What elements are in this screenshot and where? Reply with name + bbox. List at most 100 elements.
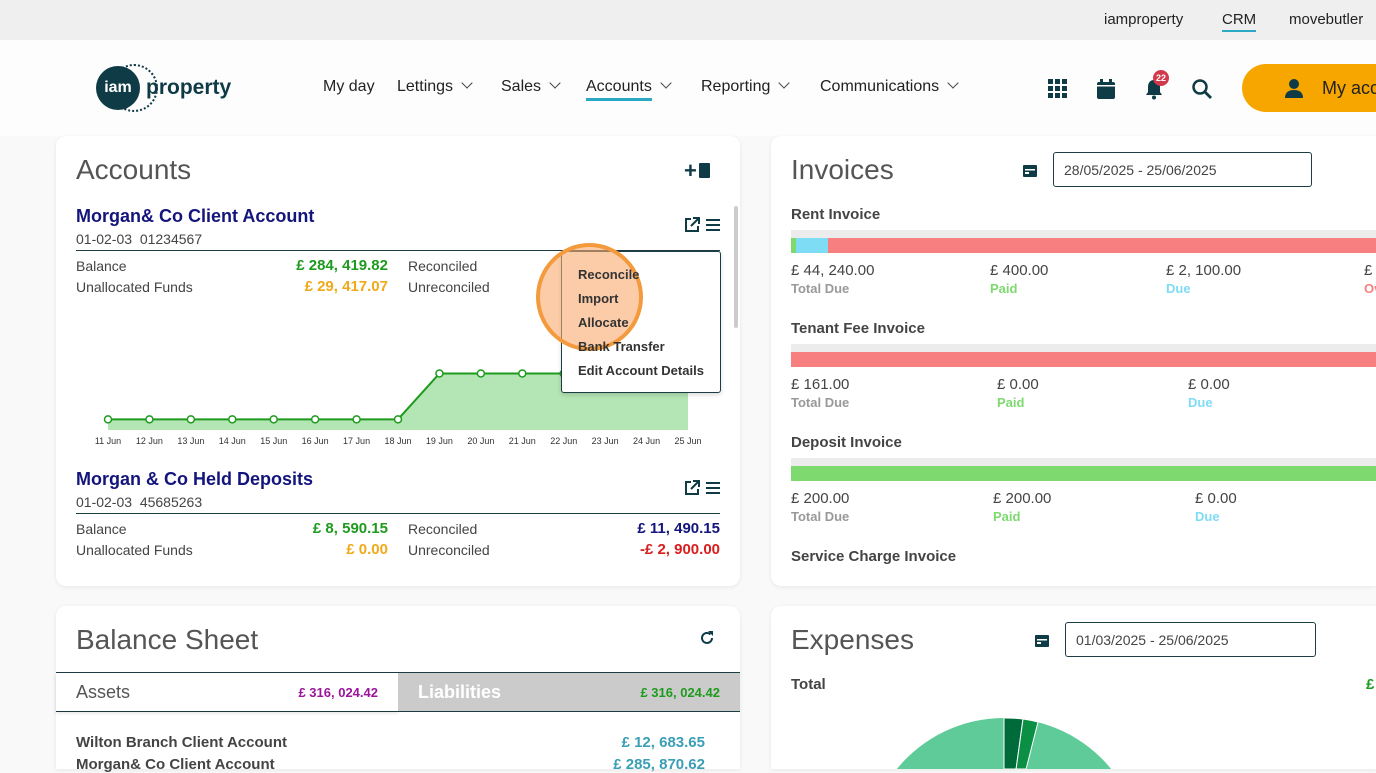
nav-sales[interactable]: Sales (501, 77, 561, 96)
balance-tabs: Assets £ 316, 024.42 Liabilities £ 316, … (56, 672, 740, 712)
invoice-date-range-input[interactable]: 28/05/2025 - 25/06/2025 (1053, 152, 1312, 187)
total-due-value: £ 44, 240.00 (791, 262, 875, 279)
account-actions-menu: Reconcile Import Allocate Bank Transfer … (536, 243, 721, 393)
user-icon (1285, 79, 1303, 98)
card-title: Expenses (791, 624, 914, 655)
paid-segment (791, 466, 1376, 481)
chevron-down-icon (778, 77, 791, 89)
tab-liabilities[interactable]: Liabilities £ 316, 024.42 (398, 673, 740, 711)
my-account-button[interactable]: My account (1242, 64, 1376, 112)
chart-point (269, 415, 278, 424)
x-tick-label: 13 Jun (177, 436, 204, 446)
header: iam property My day Lettings Sales Accou… (0, 40, 1376, 136)
x-tick-label: 25 Jun (674, 436, 701, 446)
card-title: Invoices (791, 154, 894, 185)
x-tick-label: 17 Jun (343, 436, 370, 446)
due-value: £ 2, 100.00 (1166, 262, 1242, 279)
calendar-icon[interactable] (1095, 78, 1117, 100)
notification-badge: 22 (1153, 70, 1169, 86)
row-value: £ 12, 683.65 (621, 734, 705, 751)
logo[interactable]: iam property (96, 64, 236, 112)
total-due-label: Total Due (791, 395, 850, 410)
expenses-pie-chart (896, 717, 1112, 769)
nav-reporting[interactable]: Reporting (701, 77, 791, 96)
apps-grid-icon[interactable] (1047, 78, 1069, 100)
menu-icon[interactable] (706, 481, 720, 495)
row-name: Morgan& Co Client Account (76, 756, 275, 773)
overdue-value: £ 41, 740.00 (1364, 262, 1376, 279)
nav-my-day[interactable]: My day (323, 78, 375, 96)
due-label: Due (1195, 509, 1220, 524)
menu-icon[interactable] (706, 218, 720, 232)
x-tick-label: 22 Jun (550, 436, 577, 446)
chart-point (435, 369, 444, 378)
paid-value: £ 0.00 (997, 376, 1039, 393)
chart-point (393, 415, 403, 424)
x-tick-label: 20 Jun (467, 436, 494, 446)
account-num: 01234567 (139, 231, 203, 247)
balance-value: £ 8, 590.15 (312, 520, 388, 537)
paid-value: £ 400.00 (990, 262, 1049, 279)
link-crm[interactable]: CRM (1222, 11, 1257, 32)
chevron-down-icon (549, 77, 561, 89)
expenses-card: Expenses 01/03/2025 - 25/06/2025 Total £ (771, 606, 1376, 769)
account-name[interactable]: Morgan& Co Client Account (76, 206, 315, 226)
chevron-down-icon (947, 77, 959, 89)
balance-value: £ 284, 419.82 (296, 257, 388, 274)
unreconciled-label: Unreconciled (408, 542, 490, 558)
external-link-icon[interactable] (684, 217, 700, 233)
expense-date-range-input[interactable]: 01/03/2025 - 25/06/2025 (1065, 622, 1316, 657)
menu-item-reconcile[interactable]: Reconcile (578, 267, 640, 282)
nav-lettings[interactable]: Lettings (397, 77, 473, 96)
link-iamproperty[interactable]: iamproperty (1104, 11, 1184, 28)
link-movebutler[interactable]: movebutler (1289, 11, 1364, 28)
unallocated-label: Unallocated Funds (76, 542, 193, 558)
sort-code: 01-02-03 (76, 494, 133, 510)
nav-label: Lettings (397, 78, 454, 95)
chart-point (352, 415, 361, 424)
nav-communications[interactable]: Communications (820, 77, 959, 96)
calendar-icon[interactable] (1034, 632, 1050, 648)
account-name[interactable]: Morgan & Co Held Deposits (76, 469, 314, 489)
chevron-down-icon (461, 77, 473, 89)
add-account-icon[interactable]: + (684, 158, 710, 184)
external-link-icon[interactable] (684, 480, 700, 496)
menu-item-edit-account-details[interactable]: Edit Account Details (578, 363, 704, 378)
menu-item-import[interactable]: Import (578, 291, 619, 306)
unallocated-label: Unallocated Funds (76, 279, 193, 295)
x-tick-label: 15 Jun (260, 436, 287, 446)
calendar-icon[interactable] (1022, 162, 1038, 178)
unreconciled-value: -£ 2, 900.00 (639, 541, 720, 558)
my-account-label: My account (1322, 78, 1376, 98)
total-due-value: £ 200.00 (791, 490, 850, 507)
nav-label: Sales (501, 78, 542, 95)
accounts-card: Accounts + Morgan& Co Client Account 01-… (56, 136, 740, 586)
menu-item-allocate[interactable]: Allocate (578, 315, 629, 330)
nav-label: Reporting (701, 78, 771, 95)
menu-item-bank-transfer[interactable]: Bank Transfer (578, 339, 665, 354)
scrollbar[interactable] (734, 206, 738, 328)
chart-point (228, 415, 237, 424)
card-title: Accounts (76, 154, 192, 185)
nav-accounts[interactable]: Accounts (586, 77, 672, 101)
x-tick-label: 12 Jun (136, 436, 163, 446)
refresh-icon[interactable] (699, 630, 715, 646)
unallocated-value: £ 0.00 (346, 541, 388, 558)
logo-circle: iam (96, 66, 140, 110)
total-due-value: £ 161.00 (791, 376, 850, 393)
overdue-label: Overdue (1364, 281, 1376, 296)
chart-point (310, 415, 320, 424)
chart-point (186, 415, 196, 424)
assets-label: Assets (76, 682, 131, 702)
x-tick-label: 14 Jun (219, 436, 246, 446)
search-icon[interactable] (1191, 78, 1213, 100)
invoices-card: Invoices 28/05/2025 - 25/06/2025 Rent In… (771, 136, 1376, 586)
card-title: Balance Sheet (76, 624, 259, 655)
account-num: 45685263 (139, 494, 203, 510)
total-label: Total (791, 676, 826, 693)
row-value: £ 285, 870.62 (613, 756, 705, 773)
tab-assets[interactable]: Assets £ 316, 024.42 (56, 673, 398, 711)
top-bar: iamproperty CRM movebutler (0, 0, 1376, 40)
nav-label: Accounts (586, 78, 652, 101)
x-tick-label: 11 Jun (95, 436, 121, 446)
